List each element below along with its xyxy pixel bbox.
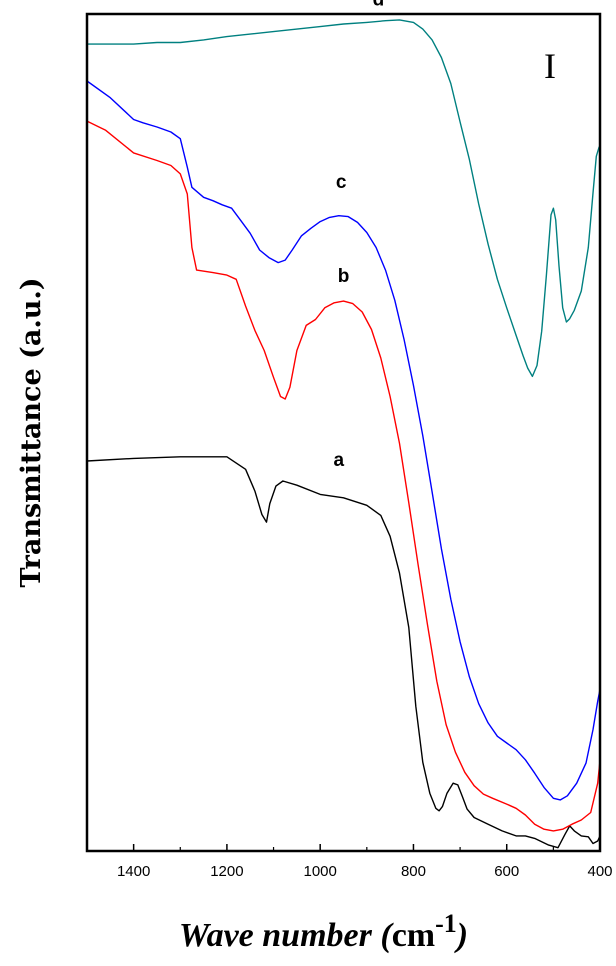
series-line-d <box>87 19 601 378</box>
plot-frame <box>85 12 602 853</box>
x-tick-label-400: 400 <box>587 863 612 880</box>
series-label-c: c <box>336 172 347 193</box>
series-line-a <box>86 456 601 849</box>
series-line-b <box>86 120 601 832</box>
x-tick-label-800: 800 <box>401 863 426 880</box>
series-label-b: b <box>338 266 350 287</box>
series-label-d: d <box>373 0 385 11</box>
x-axis-title-text: Wave number ( <box>179 917 394 954</box>
x-axis-title: Wave number (cm-1) <box>179 909 468 954</box>
x-axis-title-unit: cm <box>392 917 435 954</box>
x-axis-title-close: ) <box>454 917 468 954</box>
x-axis-title-sup: -1 <box>435 909 457 938</box>
tick-layer: 1400 1200 1000 800 600 400 <box>86 844 613 880</box>
x-tick-label-1000: 1000 <box>303 863 336 880</box>
series-label-a: a <box>334 450 345 471</box>
label-layer: a b c d <box>334 0 385 471</box>
y-axis-title: Transmittance (a.u.) <box>16 277 47 587</box>
x-tick-label-1400: 1400 <box>117 863 150 880</box>
series-line-c <box>86 80 601 801</box>
x-tick-label-1200: 1200 <box>210 863 243 880</box>
series-layer <box>86 19 601 849</box>
x-tick-label-600: 600 <box>494 863 519 880</box>
panel-label: I <box>544 46 556 86</box>
